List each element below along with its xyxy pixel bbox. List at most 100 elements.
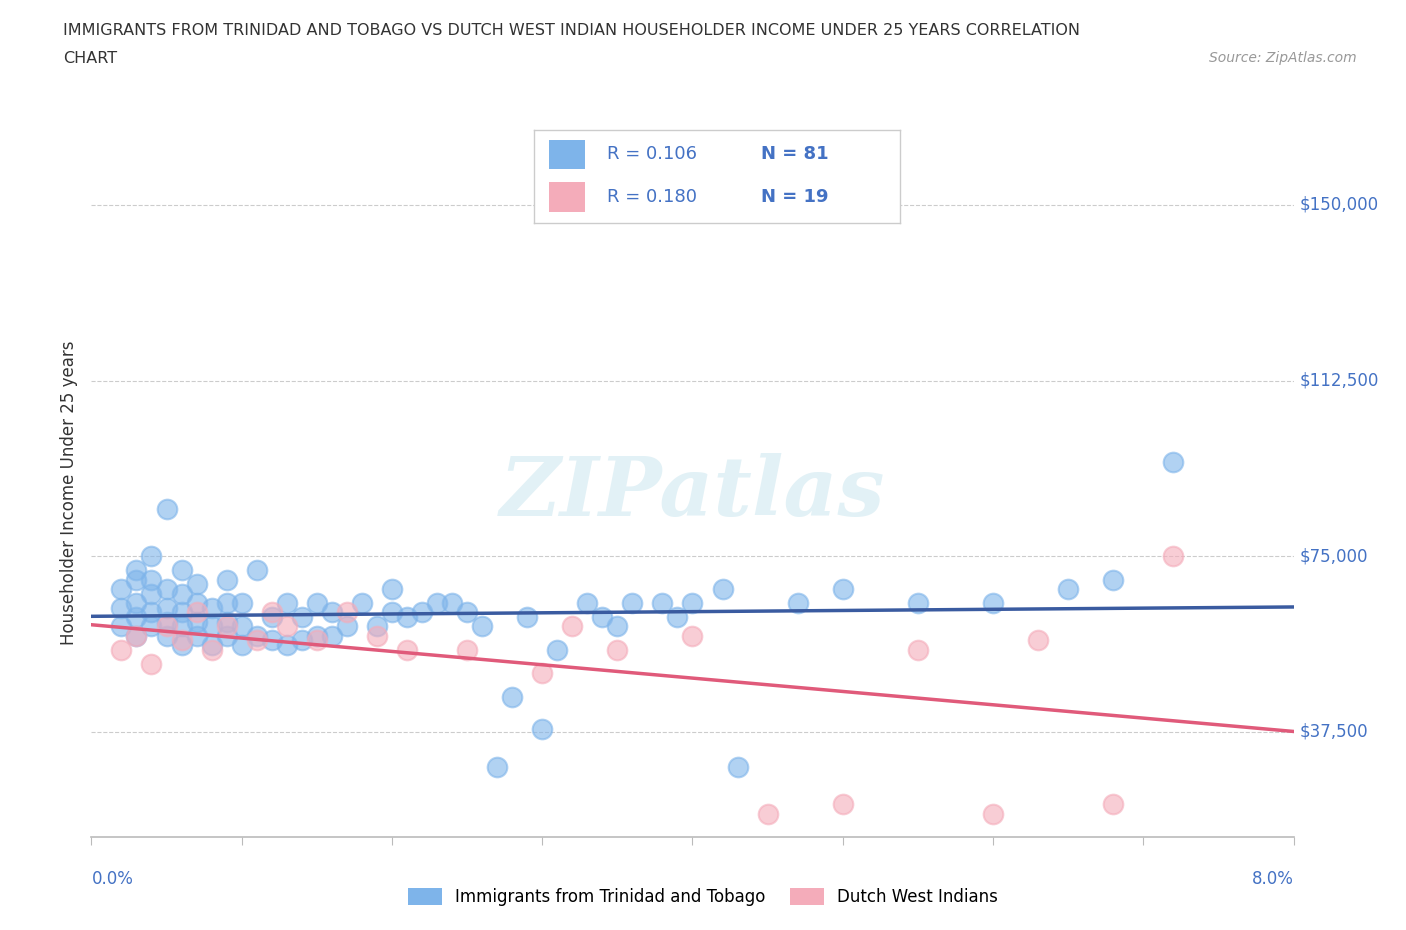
Bar <box>548 182 585 212</box>
Text: R = 0.106: R = 0.106 <box>607 145 697 164</box>
Point <box>201 600 224 615</box>
Point <box>681 595 703 610</box>
Point <box>260 609 283 624</box>
Point <box>831 581 853 596</box>
Point <box>110 600 132 615</box>
Point <box>486 759 509 774</box>
Point <box>170 604 193 619</box>
Point <box>141 657 163 671</box>
Point <box>125 572 148 587</box>
Point <box>276 638 298 653</box>
Point <box>907 595 929 610</box>
Point <box>110 581 132 596</box>
Legend: Immigrants from Trinidad and Tobago, Dutch West Indians: Immigrants from Trinidad and Tobago, Dut… <box>402 881 1004 912</box>
Point <box>291 633 314 648</box>
Point <box>366 618 388 633</box>
Point <box>170 633 193 648</box>
Point <box>1161 455 1184 470</box>
Point <box>426 595 449 610</box>
Point <box>125 629 148 644</box>
Point <box>155 629 177 644</box>
Text: $150,000: $150,000 <box>1299 196 1379 214</box>
Point <box>531 666 554 681</box>
Text: 0.0%: 0.0% <box>91 870 134 887</box>
Point <box>186 595 208 610</box>
Point <box>727 759 749 774</box>
Point <box>366 629 388 644</box>
Text: N = 19: N = 19 <box>761 188 828 206</box>
Text: N = 81: N = 81 <box>761 145 828 164</box>
Point <box>155 600 177 615</box>
Point <box>591 609 613 624</box>
Point <box>291 609 314 624</box>
Point <box>231 618 253 633</box>
Point <box>215 595 238 610</box>
Y-axis label: Householder Income Under 25 years: Householder Income Under 25 years <box>60 340 79 645</box>
Point <box>215 614 238 629</box>
Point <box>501 689 523 704</box>
Text: IMMIGRANTS FROM TRINIDAD AND TOBAGO VS DUTCH WEST INDIAN HOUSEHOLDER INCOME UNDE: IMMIGRANTS FROM TRINIDAD AND TOBAGO VS D… <box>63 23 1080 38</box>
Point <box>201 618 224 633</box>
Point <box>186 577 208 591</box>
Point <box>1161 549 1184 564</box>
Point <box>336 618 359 633</box>
Point <box>260 604 283 619</box>
Point <box>141 604 163 619</box>
Point <box>170 638 193 653</box>
Point <box>305 595 328 610</box>
Point <box>456 643 478 658</box>
Point <box>321 629 343 644</box>
Point <box>231 595 253 610</box>
Point <box>786 595 808 610</box>
Point <box>125 629 148 644</box>
Point <box>170 618 193 633</box>
Text: R = 0.180: R = 0.180 <box>607 188 697 206</box>
Point <box>276 618 298 633</box>
Point <box>155 618 177 633</box>
Point <box>305 633 328 648</box>
Point <box>170 586 193 601</box>
Point <box>606 618 628 633</box>
Point <box>395 609 418 624</box>
Point <box>350 595 373 610</box>
Bar <box>548 140 585 169</box>
Point <box>260 633 283 648</box>
Point <box>651 595 673 610</box>
Point <box>831 797 853 812</box>
Point <box>381 604 404 619</box>
Point <box>981 806 1004 821</box>
Point <box>395 643 418 658</box>
Point <box>110 643 132 658</box>
Point <box>155 614 177 629</box>
Point <box>1026 633 1049 648</box>
Text: $75,000: $75,000 <box>1299 547 1368 565</box>
Point <box>336 604 359 619</box>
Point <box>606 643 628 658</box>
Point <box>1102 572 1125 587</box>
Point <box>907 643 929 658</box>
Point <box>1057 581 1080 596</box>
Point <box>125 595 148 610</box>
Point <box>110 618 132 633</box>
Text: 8.0%: 8.0% <box>1251 870 1294 887</box>
Point <box>440 595 463 610</box>
Point <box>561 618 583 633</box>
Point <box>246 629 269 644</box>
Text: $37,500: $37,500 <box>1299 723 1368 740</box>
Point <box>246 563 269 578</box>
Point <box>186 614 208 629</box>
Point <box>411 604 433 619</box>
Text: $112,500: $112,500 <box>1299 372 1379 390</box>
Point <box>215 618 238 633</box>
Point <box>141 549 163 564</box>
Point <box>381 581 404 596</box>
Point <box>276 595 298 610</box>
Point <box>711 581 734 596</box>
Point <box>321 604 343 619</box>
Point <box>981 595 1004 610</box>
Point <box>170 563 193 578</box>
Point <box>246 633 269 648</box>
Point <box>125 563 148 578</box>
Text: CHART: CHART <box>63 51 117 66</box>
Point <box>215 572 238 587</box>
